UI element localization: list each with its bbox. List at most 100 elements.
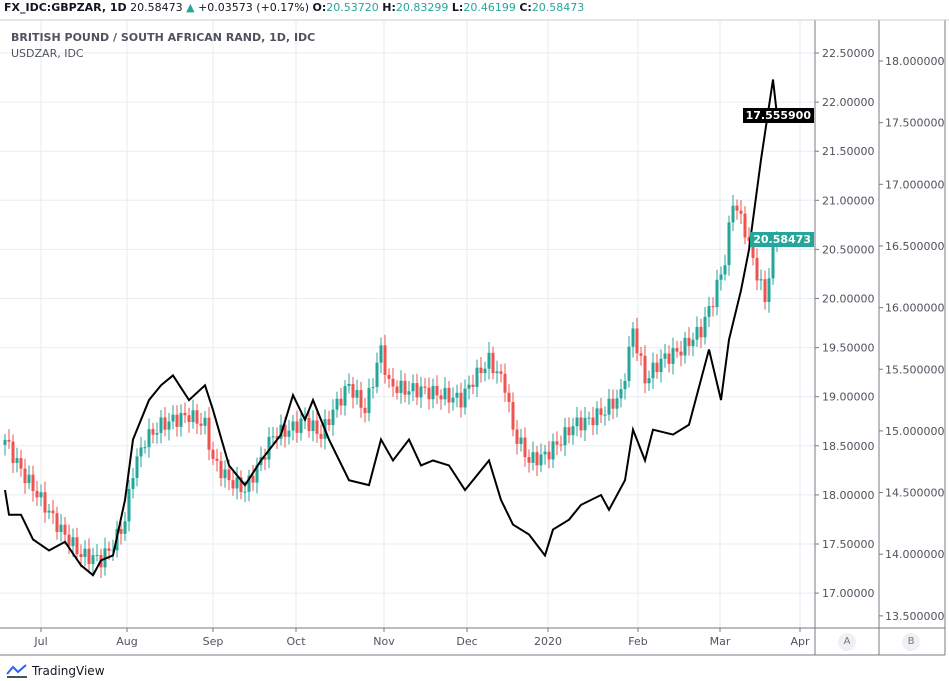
candle-body [463, 388, 467, 408]
right-axis-tick: 17.500000 [885, 117, 945, 130]
candle-body [19, 458, 23, 469]
pane-button-a[interactable]: A [838, 633, 856, 651]
candle-body [167, 421, 171, 430]
legend-main-series[interactable]: BRITISH POUND / SOUTH AFRICAN RAND, 1D, … [11, 31, 316, 44]
left-axis-tick: 21.50000 [822, 145, 875, 158]
time-axis-tick: Dec [456, 635, 477, 648]
pane-button-b[interactable]: B [902, 633, 920, 651]
candle-body [771, 241, 775, 279]
candle-body [79, 554, 83, 557]
candle-body [527, 457, 531, 463]
candle-body [159, 417, 163, 434]
candle-body [399, 380, 403, 393]
left-axis-tick: 18.00000 [822, 489, 875, 502]
candle-body [171, 414, 175, 422]
candle-body [707, 306, 711, 317]
candle-body [471, 384, 475, 387]
candle-body [307, 418, 311, 432]
close-label: C: [519, 1, 532, 14]
right-axis-tick: 14.500000 [885, 487, 945, 500]
time-axis-tick: Aug [116, 635, 137, 648]
candle-body [7, 439, 11, 442]
candle-body [387, 374, 391, 379]
candle-body [759, 279, 763, 281]
candle-body [567, 427, 571, 436]
left-axis-tick: 19.00000 [822, 391, 875, 404]
candle-body [599, 408, 603, 415]
candle-body [319, 433, 323, 439]
symbol-name[interactable]: FX_IDC:GBPZAR, 1D [4, 1, 127, 14]
candle-body [339, 398, 343, 406]
left-axis-tick: 21.00000 [822, 194, 875, 207]
tradingview-logo[interactable]: TradingView [6, 664, 105, 678]
candle-body [299, 418, 303, 433]
candle-body [359, 390, 363, 408]
candle-body [219, 460, 223, 479]
candle-body [407, 391, 411, 395]
open-label: O: [312, 1, 327, 14]
candle-body [503, 373, 507, 393]
candle-body [595, 408, 599, 426]
candle-body [767, 278, 771, 302]
candle-body [475, 367, 479, 387]
candle-body [651, 362, 655, 379]
candle-body [43, 492, 47, 513]
left-axis-tick: 18.50000 [822, 440, 875, 453]
candle-body [719, 274, 723, 280]
candle-body [355, 390, 359, 398]
candle-body [183, 412, 187, 416]
candle-body [383, 345, 387, 375]
candle-body [531, 452, 535, 463]
candle-body [483, 368, 487, 374]
candle-body [263, 457, 267, 460]
gbpzar-price-tag: 20.58473 [750, 232, 814, 247]
candle-body [663, 353, 667, 359]
candle-body [63, 524, 67, 535]
candle-body [423, 386, 427, 388]
candle-body [27, 474, 31, 484]
candle-body [631, 328, 635, 347]
candle-body [107, 548, 111, 551]
legend-compare-series[interactable]: USDZAR, IDC [11, 47, 84, 60]
candle-body [215, 458, 219, 461]
candle-body [491, 352, 495, 374]
usdzar-line [4, 79, 778, 577]
candle-body [523, 437, 527, 458]
candle-body [751, 240, 755, 258]
symbol-header: FX_IDC:GBPZAR, 1D 20.58473 ▲ +0.03573 (+… [4, 1, 584, 14]
candle-body [347, 383, 351, 387]
left-axis-tick: 20.00000 [822, 293, 875, 306]
candle-body [591, 417, 595, 426]
candle-body [131, 478, 135, 489]
candle-body [563, 427, 567, 446]
high-value: 20.83299 [395, 1, 449, 14]
candle-body [375, 362, 379, 388]
candle-body [743, 213, 747, 238]
candle-body [267, 436, 271, 460]
candle-body [371, 387, 375, 389]
time-axis-tick: Mar [710, 635, 731, 648]
right-axis-tick: 15.500000 [885, 363, 945, 376]
candle-body [495, 371, 499, 374]
high-label: H: [382, 1, 396, 14]
candle-body [615, 398, 619, 409]
candle-body [439, 395, 443, 400]
candle-body [583, 417, 587, 431]
time-axis-tick: 2020 [534, 635, 562, 648]
candle-body [223, 469, 227, 479]
candle-body [287, 430, 291, 437]
candle-body [639, 353, 643, 356]
candle-body [311, 420, 315, 432]
candle-body [455, 392, 459, 398]
candle-body [675, 348, 679, 352]
candle-body [647, 378, 651, 384]
candle-body [551, 441, 555, 460]
candle-body [691, 339, 695, 347]
candle-body [155, 433, 159, 435]
candle-body [59, 524, 63, 533]
right-axis-tick: 17.000000 [885, 178, 945, 191]
candle-body [611, 398, 615, 409]
candle-body [579, 417, 583, 431]
time-axis-tick: Sep [203, 635, 224, 648]
